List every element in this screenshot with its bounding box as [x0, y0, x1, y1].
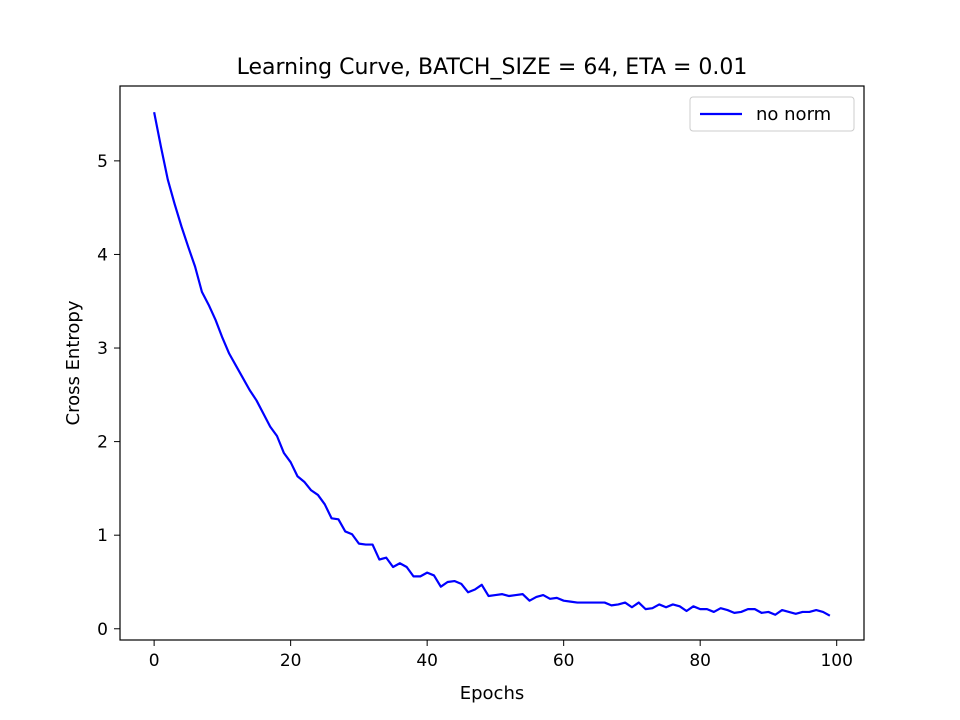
x-tick-label: 40 — [416, 651, 438, 671]
plot-area — [120, 86, 864, 640]
y-tick-label: 1 — [97, 526, 108, 546]
x-tick-label: 0 — [149, 651, 160, 671]
legend-label: no norm — [756, 104, 831, 125]
ticks-layer: 0 20 40 60 80 100 0 1 2 3 4 5 — [97, 152, 853, 671]
x-tick-label: 100 — [820, 651, 852, 671]
legend: no norm — [689, 96, 855, 132]
x-tick-label: 60 — [553, 651, 575, 671]
legend-box — [689, 96, 855, 132]
y-tick-label: 0 — [97, 620, 108, 640]
y-tick-label: 5 — [97, 152, 108, 172]
y-tick-label: 2 — [97, 433, 108, 453]
x-tick-label: 20 — [280, 651, 302, 671]
y-axis-label: Cross Entropy — [63, 300, 84, 425]
axes-background — [120, 86, 864, 640]
x-tick-label: 80 — [689, 651, 711, 671]
axes-frame — [119, 85, 865, 641]
chart-title: Learning Curve, BATCH_SIZE = 64, ETA = 0… — [237, 55, 748, 80]
series-layer — [153, 111, 831, 617]
y-tick-label: 4 — [97, 245, 108, 265]
y-tick-label: 3 — [97, 339, 108, 359]
series-line-0 — [153, 111, 831, 617]
x-axis-label: Epochs — [460, 683, 525, 704]
